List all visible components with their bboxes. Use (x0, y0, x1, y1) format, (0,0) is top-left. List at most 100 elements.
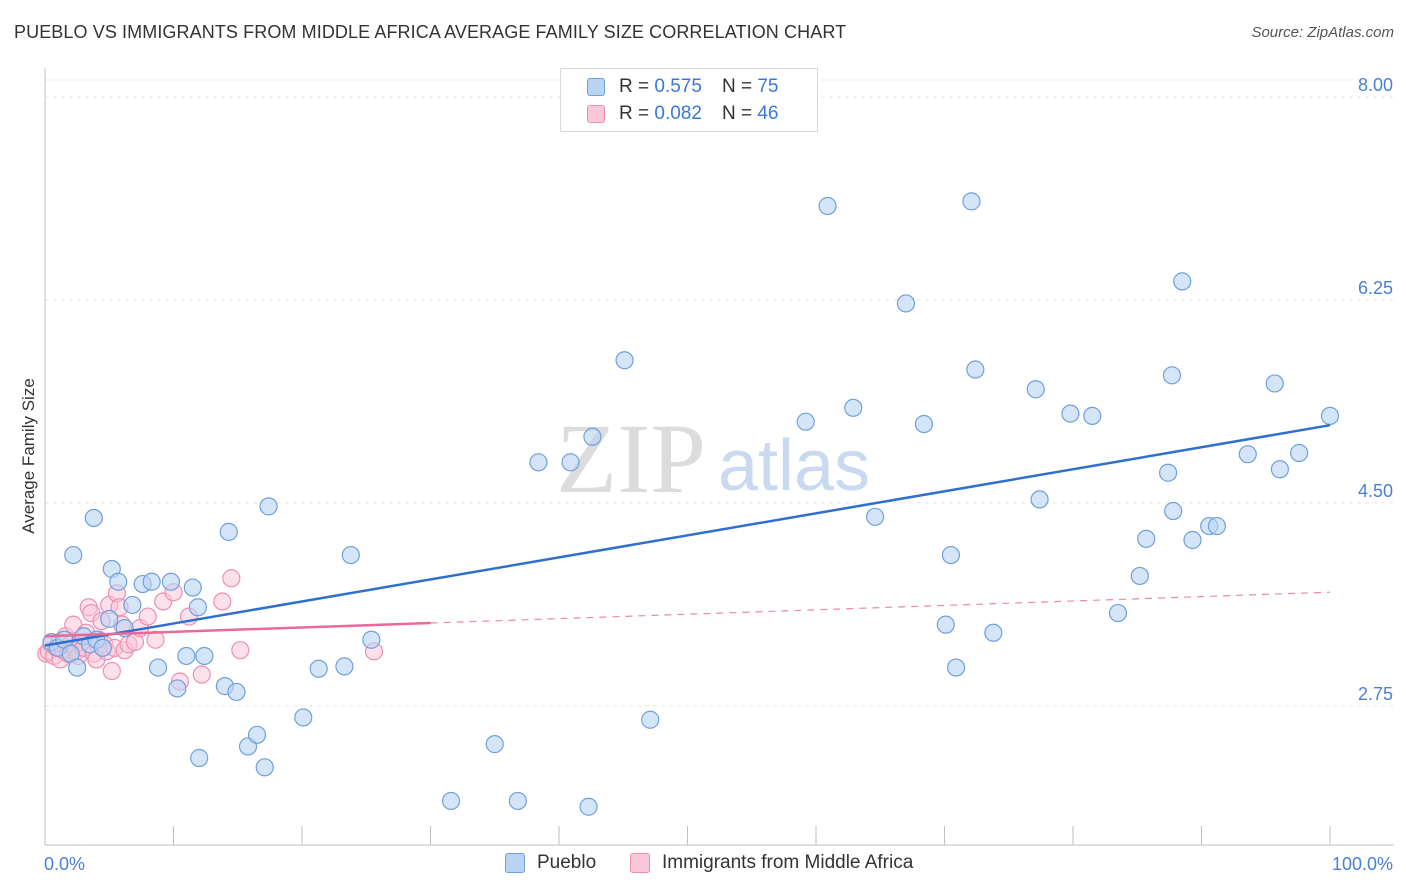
pueblo-point (195, 646, 214, 666)
pueblo-point (1173, 272, 1192, 291)
x-tick-label: 100.0% (1332, 854, 1393, 874)
pueblo-point (914, 414, 934, 434)
pueblo-point (485, 735, 504, 754)
pueblo-trend-line (44, 423, 1331, 647)
watermark-zip: ZIP (556, 403, 706, 514)
pueblo-point (966, 360, 985, 379)
pueblo-point (227, 682, 246, 702)
pueblo-point (219, 522, 238, 541)
pueblo-point (190, 748, 209, 768)
legend-r-value: 0.575 (654, 76, 702, 97)
pueblo-point (641, 710, 660, 729)
pueblo-point (259, 497, 278, 516)
pueblo-point (984, 623, 1003, 642)
legend-swatch-immigrants (587, 105, 605, 123)
immigrants-point (138, 607, 157, 626)
legend-n-label: N = (721, 76, 753, 97)
bottom-legend-label: Immigrants from Middle Africa (662, 852, 914, 873)
pueblo-point (1137, 529, 1156, 548)
bottom-legend-label: Pueblo (537, 852, 597, 873)
x-axis-ticks (44, 826, 1331, 845)
pueblo-point (1158, 463, 1178, 482)
legend-r-label: R = (619, 76, 650, 97)
bottom-legend: Pueblo Immigrants from Middle Africa (0, 852, 1406, 876)
pueblo-point (1108, 603, 1128, 623)
pueblo-point (109, 572, 128, 591)
pueblo-point (936, 615, 955, 634)
immigrants-point (192, 665, 211, 684)
pueblo-point (168, 679, 187, 698)
legend-r-label: R = (619, 103, 650, 124)
pueblo-point (294, 708, 313, 727)
trend-lines (44, 423, 1331, 647)
pueblo-point (1290, 443, 1309, 463)
axes (44, 68, 1394, 846)
pueblo-point (84, 508, 103, 528)
y-tick-label: 6.25 (1358, 278, 1393, 298)
y-axis-label: Average Family Size (19, 378, 38, 534)
pueblo-point (183, 578, 202, 597)
legend-swatch-pueblo (587, 78, 605, 96)
pueblo-point (896, 294, 916, 313)
watermark-atlas: atlas (718, 426, 870, 506)
pueblo-point (561, 453, 580, 472)
immigrants-point (64, 615, 83, 634)
pueblo-point (64, 545, 83, 565)
y-tick-label: 2.75 (1358, 684, 1393, 704)
pueblo-point (142, 572, 161, 591)
legend-r-value: 0.082 (654, 103, 702, 124)
bottom-legend-swatch-immigrants (630, 853, 650, 873)
pueblo-point (123, 595, 142, 615)
source-label: Source: ZipAtlas.com (1251, 24, 1394, 41)
y-tick-label: 4.50 (1358, 481, 1393, 501)
x-tick-labels: 0.0% 100.0% (44, 854, 1393, 874)
pueblo-point (1183, 530, 1202, 550)
legend-item-immigrants: R = 0.082 N = 46 (587, 101, 778, 127)
pueblo-point (68, 658, 87, 677)
pueblo-point (1164, 501, 1183, 521)
pueblo-point (1238, 445, 1257, 464)
pueblo-point (1030, 490, 1049, 509)
pueblo-point (335, 657, 354, 676)
pueblo-point (583, 427, 602, 446)
pueblo-point (941, 545, 961, 565)
legend: R = 0.575 N = 75 R = 0.082 N = 46 (560, 68, 818, 132)
pueblo-point (1265, 374, 1284, 393)
pueblo-point (100, 609, 119, 628)
pueblo-point (1130, 566, 1149, 586)
pueblo-point (188, 598, 208, 617)
immigrants-point (231, 641, 250, 660)
pueblo-point (161, 572, 181, 591)
legend-n-value: 46 (757, 103, 779, 124)
immigrants-point (102, 661, 121, 681)
pueblo-point (844, 398, 863, 417)
x-tick-label: 0.0% (44, 854, 85, 874)
pueblo-point (615, 351, 634, 370)
pueblo-point (309, 659, 328, 678)
watermark: ZIP atlas (556, 403, 870, 514)
pueblo-point (1026, 380, 1045, 399)
pueblo-point (946, 658, 966, 677)
pueblo-point (508, 791, 527, 811)
immigrants-trend-extension (430, 591, 1331, 624)
pueblo-point (529, 453, 548, 472)
pueblo-point (796, 412, 815, 431)
immigrants-point (213, 592, 232, 611)
bottom-legend-immigrants: Immigrants from Middle Africa (630, 852, 913, 874)
legend-item-pueblo: R = 0.575 N = 75 (587, 74, 778, 100)
legend-n-value: 75 (757, 76, 779, 97)
immigrants-trend-line (44, 621, 431, 638)
pueblo-point (1061, 404, 1080, 423)
pueblo-point (962, 192, 981, 211)
pueblo-point (247, 725, 267, 744)
pueblo-point (1207, 516, 1227, 536)
pueblo-point (93, 638, 112, 657)
bottom-legend-swatch-pueblo (505, 853, 525, 873)
pueblo-point (255, 758, 274, 777)
legend-n-label: N = (721, 103, 753, 124)
pueblo-point (1270, 460, 1289, 479)
pueblo-point (341, 545, 360, 565)
y-tick-label: 8.00 (1358, 75, 1393, 95)
pueblo-point (441, 791, 461, 811)
